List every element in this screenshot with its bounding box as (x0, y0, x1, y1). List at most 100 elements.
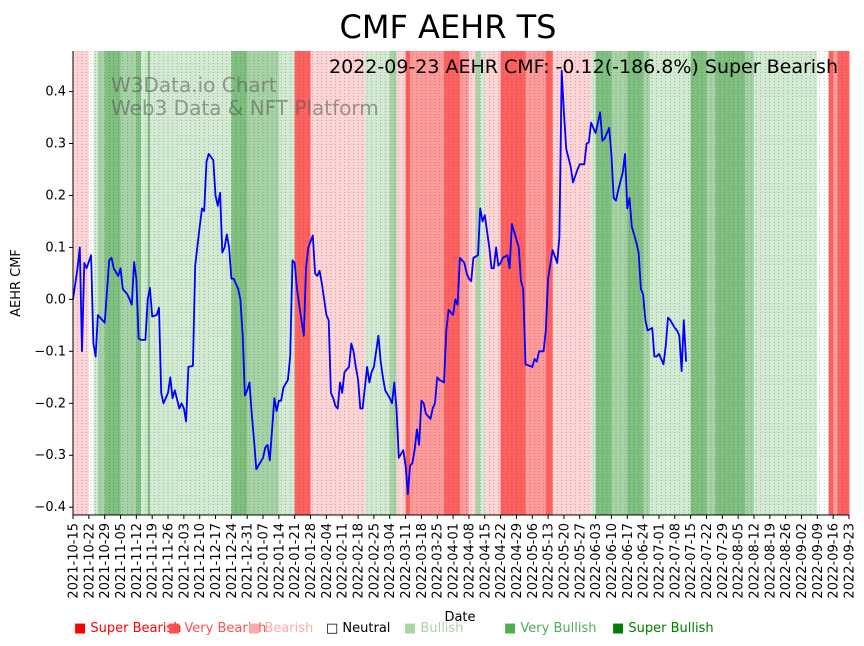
x-tick-label: 2022-01-21 (288, 523, 303, 599)
cmf-series-line (72, 69, 687, 496)
signal-band-super-bearish (294, 51, 312, 515)
signal-band-super-bearish (545, 51, 554, 515)
x-tick-label: 2022-07-29 (716, 523, 731, 599)
legend: ■ Super Bearish■ Very Bearish■ Bearish □ … (74, 621, 722, 636)
signal-band-very-bullish (643, 51, 651, 515)
y-tick-label: 0.0 (45, 292, 66, 307)
signal-band-bearish (468, 51, 477, 515)
watermark-line-2: Web3 Data & NFT Platform (111, 96, 379, 120)
signal-band-very-bullish (97, 51, 106, 515)
signal-band-very-bullish (389, 51, 398, 515)
y-tick-label: −0.4 (34, 500, 66, 515)
signal-band-very-bearish (833, 51, 839, 515)
signal-band-bullish (364, 51, 391, 515)
x-tick-label: 2022-05-13 (542, 523, 557, 599)
signal-band-super-bullish (147, 51, 151, 515)
legend-label: Bearish (264, 621, 314, 636)
x-axis-label: Date (444, 610, 475, 625)
chart-annotation: 2022-09-23 AEHR CMF: -0.12(-186.8%) Supe… (329, 56, 838, 78)
signal-band-super-bearish (837, 51, 850, 515)
signal-band-bearish (310, 51, 366, 515)
x-tick-label: 2022-04-01 (447, 523, 462, 599)
x-tick-label: 2022-01-28 (304, 523, 319, 599)
signal-band-bullish (480, 51, 486, 515)
series-layer (72, 69, 687, 496)
legend-swatch: ■ (612, 621, 629, 636)
x-tick-label: 2022-01-14 (272, 523, 287, 599)
signal-band-bearish (484, 51, 502, 515)
x-tick-label: 2022-04-08 (462, 523, 477, 599)
x-tick-label: 2022-02-11 (336, 523, 351, 599)
legend-item-super-bearish: ■ Super Bearish (74, 621, 182, 636)
chart-title: CMF AEHR TS (340, 8, 557, 46)
signal-band-super-bullish (136, 51, 142, 515)
signal-band-bullish (278, 51, 296, 515)
signal-band-bearish (552, 51, 592, 515)
x-tick-label: 2021-12-17 (209, 523, 224, 599)
legend-label: Super Bearish (90, 621, 182, 636)
x-tick-label: 2022-08-05 (732, 523, 747, 599)
y-tick-label: 0.3 (45, 136, 66, 151)
x-tick-label: 2022-06-10 (605, 523, 620, 599)
signal-bands (73, 51, 850, 515)
x-tick-label: 2022-02-04 (320, 523, 335, 599)
legend-swatch: ■ (248, 621, 265, 636)
x-tick-label: 2022-05-20 (557, 523, 572, 599)
x-tick-label: 2021-10-22 (82, 523, 97, 599)
legend-swatch: ■ (168, 621, 185, 636)
x-tick-label: 2022-05-27 (573, 523, 588, 599)
y-tick-label: 0.2 (45, 188, 66, 203)
signal-band-very-bullish (611, 51, 628, 515)
x-tick-label: 2022-07-08 (668, 523, 683, 599)
legend-label: Very Bullish (520, 621, 597, 636)
x-tick-label: 2021-12-03 (177, 523, 192, 599)
legend-swatch: □ (326, 621, 343, 636)
x-tick-label: 2022-04-22 (494, 523, 509, 599)
legend-label: Bullish (420, 621, 464, 636)
signal-band-super-bearish (444, 51, 461, 515)
x-tick-label: 2021-12-24 (225, 523, 240, 599)
axes (72, 51, 849, 516)
y-tick-label: −0.2 (34, 396, 66, 411)
signal-band-very-bullish (744, 51, 755, 515)
legend-label: Very Bearish (184, 621, 267, 636)
signal-band-bearish (396, 51, 407, 515)
x-tick-label: 2022-07-01 (653, 523, 668, 599)
x-tick-label: 2022-03-11 (399, 523, 414, 599)
x-tick-label: 2022-06-03 (589, 523, 604, 599)
x-tick-label: 2022-08-12 (748, 523, 763, 599)
legend-swatch: ■ (504, 621, 521, 636)
x-tick-label: 2022-07-15 (684, 523, 699, 599)
x-tick-label: 2022-04-15 (478, 523, 493, 599)
x-tick-label: 2022-09-02 (795, 523, 810, 599)
x-tick-label: 2021-11-12 (130, 523, 145, 599)
x-tick-label: 2021-11-19 (146, 523, 161, 599)
legend-swatch: ■ (74, 621, 91, 636)
legend-item-neutral: □ Neutral (326, 621, 404, 636)
x-tick-label: 2022-05-06 (526, 523, 541, 599)
x-tick-label: 2022-02-18 (352, 523, 367, 599)
signal-band-super-bearish (828, 51, 834, 515)
signal-band-very-bearish (459, 51, 470, 515)
legend-label: Super Bullish (628, 621, 714, 636)
x-tick-label: 2021-12-10 (193, 523, 208, 599)
legend-label: Neutral (342, 621, 391, 636)
legend-item-super-bullish: ■ Super Bullish (612, 621, 722, 636)
signal-band-very-bearish (525, 51, 547, 515)
x-tick-label: 2022-01-07 (257, 523, 272, 599)
signal-band-super-bullish (627, 51, 644, 515)
x-tick-label: 2022-07-22 (700, 523, 715, 599)
signal-band-bullish (140, 51, 149, 515)
legend-item-very-bearish: ■ Very Bearish (168, 621, 266, 636)
x-tick-label: 2022-02-25 (367, 523, 382, 599)
x-tick-label: 2022-09-23 (843, 523, 858, 599)
signal-band-very-bullish (475, 51, 481, 515)
x-tick-label: 2022-08-26 (779, 523, 794, 599)
x-tick-label: 2021-10-15 (67, 523, 82, 599)
y-axis-ticks: −0.4 −0.3 −0.2 −0.1 0.0 0.1 0.2 0.3 0.4 (34, 85, 73, 515)
y-tick-label: 0.1 (45, 240, 66, 255)
x-tick-label: 2022-08-19 (763, 523, 778, 599)
x-tick-label: 2021-10-29 (98, 523, 113, 599)
x-tick-label: 2022-06-17 (621, 523, 636, 599)
watermark-line-1: W3Data.io Chart (111, 73, 277, 97)
